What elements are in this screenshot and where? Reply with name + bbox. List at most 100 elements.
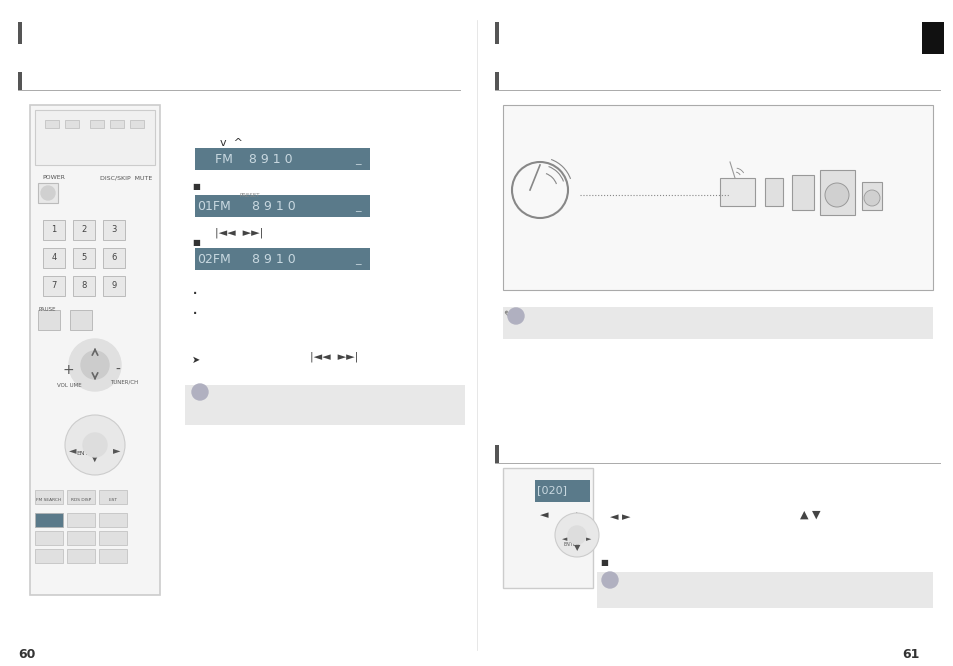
Text: ►: ► [113,445,121,455]
Bar [35,490,63,504]
Text: _: _ [355,255,360,265]
Circle shape [507,308,523,324]
Text: 9: 9 [112,282,116,290]
Text: ➤: ➤ [192,355,200,365]
Bar [43,276,65,296]
Text: _: _ [355,202,360,212]
Bar [820,170,854,215]
Bar [38,183,58,203]
Text: ►: ► [586,536,591,542]
Text: 61: 61 [902,648,919,661]
Bar [502,307,932,339]
Text: LIST: LIST [109,498,117,502]
Circle shape [41,186,55,200]
Circle shape [567,526,585,544]
Bar [185,385,464,425]
Text: |◄◄  ►►|: |◄◄ ►►| [310,352,358,362]
Bar [90,120,104,128]
Text: 8: 8 [81,282,87,290]
Text: ✎: ✎ [605,575,614,585]
Text: 8 9 1 0: 8 9 1 0 [240,253,295,266]
Text: ·: · [192,285,198,304]
Text: ·: · [192,305,198,324]
Text: ▼: ▼ [91,453,99,463]
Bar [65,120,79,128]
Bar [103,248,125,268]
Bar [495,72,498,90]
Text: ✎: ✎ [512,311,519,321]
Bar [35,513,63,527]
Bar [45,120,59,128]
Circle shape [65,415,125,475]
Text: PAUSE: PAUSE [38,307,55,312]
Bar [862,182,882,210]
Bar [35,110,154,165]
Bar [67,549,95,563]
Circle shape [555,513,598,557]
Bar [73,220,95,240]
Bar [99,490,127,504]
Bar [597,572,932,608]
Text: CD
ENTER: CD ENTER [76,445,97,456]
Bar [99,513,127,527]
Bar [35,513,63,527]
Bar [921,22,943,54]
Text: VOL UME: VOL UME [57,383,82,388]
Text: ▲: ▲ [573,528,579,537]
Text: CD
ENTER: CD ENTER [563,536,579,547]
Text: 2: 2 [81,226,87,234]
Text: RDS DISP: RDS DISP [71,498,91,502]
Text: TUNER/CH: TUNER/CH [110,380,138,385]
Bar [18,22,22,44]
Bar [535,480,589,502]
Circle shape [69,339,121,391]
Text: DISC/SKIP  MUTE: DISC/SKIP MUTE [100,175,152,180]
Circle shape [192,384,208,400]
Text: -: - [115,363,120,377]
Circle shape [824,183,848,207]
Text: PRESET: PRESET [240,193,260,198]
Text: ◄: ◄ [561,536,567,542]
Text: ►: ► [576,510,584,520]
Bar [43,220,65,240]
Bar [103,220,125,240]
Bar [720,178,754,206]
Bar [35,531,63,545]
Bar [70,310,91,330]
Text: 1: 1 [51,226,56,234]
Text: ✎: ✎ [502,310,511,320]
Bar [130,120,144,128]
Circle shape [81,351,109,379]
Bar [35,549,63,563]
Text: ✎: ✎ [194,387,203,397]
Circle shape [863,190,879,206]
Text: 4: 4 [51,254,56,262]
Text: 3: 3 [112,226,116,234]
Bar [99,549,127,563]
Bar [194,248,370,270]
Bar [194,195,370,217]
Circle shape [601,572,618,588]
Bar [30,105,160,595]
Text: 6: 6 [112,254,116,262]
Text: ▲ ▼: ▲ ▼ [800,510,820,520]
Bar [791,175,813,210]
Bar [73,276,95,296]
Text: POWER: POWER [42,175,65,180]
Bar [103,276,125,296]
Bar [38,310,60,330]
Bar [764,178,782,206]
Bar [43,248,65,268]
Bar [110,120,124,128]
Text: 8 9 1 0: 8 9 1 0 [240,200,295,213]
Text: _: _ [355,155,360,165]
Text: 01FM: 01FM [196,200,231,213]
Bar [67,490,95,504]
Bar [18,72,22,90]
Text: 60: 60 [18,648,35,661]
Bar [502,105,932,290]
Bar [502,468,593,588]
Text: ◄ ►: ◄ ► [609,512,630,522]
Text: 5: 5 [81,254,87,262]
Text: ■: ■ [192,238,200,247]
